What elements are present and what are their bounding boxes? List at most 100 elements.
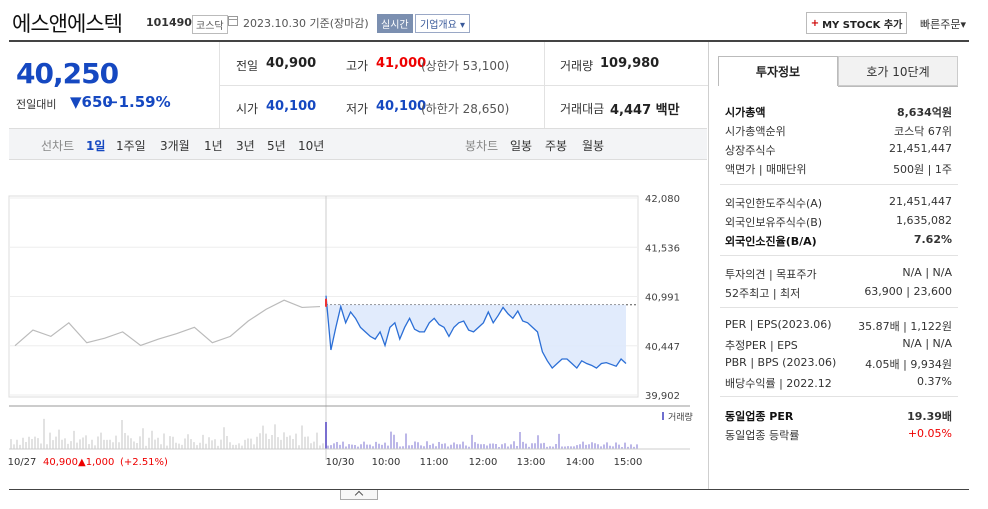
est-per-label: 추정PER | EPS [725,339,798,352]
prev-close-value: 40,900 [43,457,78,468]
industry-rate-value: +0.05% [907,427,952,440]
x-tick-label: 14:00 [566,457,595,468]
upper-limit: (상한가 53,100) [421,59,510,73]
date-text: 2023.10.30 기준(장마감) [243,17,369,30]
shares-label: 상장주식수 [725,144,776,157]
period-bar: 선차트 1일 1주일 3개월 1년 3년 5년 10년 봉차트 일봉 주봉 월봉 [9,128,707,160]
mystock-add-button[interactable]: + MY STOCK 추가 [806,12,907,34]
market-badge: 코스닥 [192,15,228,34]
collapse-button[interactable] [340,490,378,500]
diff-percent: −1.59% [106,93,171,111]
panel-divider [720,396,958,397]
y-tick-label: 41,536 [645,243,680,254]
quick-order-label: 빠른주문 [920,18,961,31]
period-3m[interactable]: 3개월 [160,139,190,153]
shares-value: 21,451,447 [889,142,952,155]
x-tick-label: 11:00 [420,457,449,468]
company-info-button[interactable]: 기업개요 ▾ [415,14,471,33]
per-value: 35.87배 | 1,122원 [858,320,952,333]
est-per-value: N/A | N/A [902,337,952,350]
top-divider [9,40,969,42]
lower-limit: (하한가 28,650) [421,102,510,116]
industry-rate-label: 동일업종 등락률 [725,429,800,442]
foreign-limit-label: 외국인한도주식수(A) [725,197,823,210]
x-tick-label: 10/30 [326,457,355,468]
volume-legend: 거래량 [668,411,693,423]
panel-divider [720,307,958,308]
y-tick-label: 40,447 [645,342,680,353]
open-value: 40,100 [266,99,317,114]
down-arrow-icon: ▼ [70,93,82,111]
candle-chart-label: 봉차트 [465,139,499,153]
stock-name: 에스앤에스텍 [12,12,123,36]
candle-monthly[interactable]: 월봉 [582,139,605,153]
prev-change-value: ▲1,000 [78,457,114,468]
volume-value: 109,980 [600,56,660,71]
tab-invest-info[interactable]: 투자정보 [718,56,838,86]
industry-per-value: 19.39배 [907,410,952,423]
cap-label: 시가총액 [725,106,766,119]
panel-divider [708,42,709,489]
candle-weekly[interactable]: 주봉 [545,139,568,153]
diff-label: 전일대비 [16,98,57,111]
realtime-button[interactable]: 실시간 [377,14,413,33]
industry-per-label: 동일업종 PER [725,410,794,423]
prev-value: 40,900 [266,56,317,71]
high-value: 41,000 [376,56,427,71]
cap-value: 8,634억원 [896,106,952,119]
x-tick-label: 13:00 [517,457,546,468]
pbr-value: 4.05배 | 9,934원 [865,358,952,371]
today-area [326,295,626,369]
prev-label: 전일 [236,59,259,73]
opinion-value: N/A | N/A [902,266,952,279]
candle-daily[interactable]: 일봉 [510,139,533,153]
low-label: 저가 [346,102,369,116]
x-tick-label: 10:00 [372,457,401,468]
amount-value: 4,447 백만 [610,103,680,118]
period-10y[interactable]: 10년 [298,139,325,153]
stock-code: 101490 [146,16,192,29]
chevron-down-icon: ▾ [460,20,466,31]
low-value: 40,100 [376,99,427,114]
period-1w[interactable]: 1주일 [116,139,146,153]
period-1y[interactable]: 1년 [204,139,223,153]
period-1d[interactable]: 1일 [86,139,106,153]
open-label: 시가 [236,102,259,116]
panel-divider [720,255,958,256]
prev-change-pct: (+2.51%) [120,457,168,468]
plus-icon: + [810,17,820,29]
calendar-icon [228,16,238,26]
period-3y[interactable]: 3년 [236,139,255,153]
volume-label: 거래량 [560,59,594,73]
prev-day-line [14,299,321,347]
divider [219,85,709,86]
tab-order-book[interactable]: 호가 10단계 [838,56,958,86]
mystock-label: MY STOCK 추가 [822,19,903,31]
y-tick-label: 39,902 [645,391,680,402]
cap-rank-label: 시가총액순위 [725,125,786,138]
current-price: 40,250 [16,57,119,90]
dividend-value: 0.37% [917,375,952,388]
price-chart[interactable]: 42,080 41,536 40,991 40,447 39,902 거래량 10/27 10… [0,160,708,470]
y-tick-label: 42,080 [645,194,680,205]
high-label: 고가 [346,59,369,73]
diff-value: ▼650 [70,93,113,111]
quick-order-button[interactable]: 빠른주문▾ [920,16,966,32]
pbr-label: PBR | BPS (2023.06) [725,356,837,369]
today-line [325,295,627,370]
foreign-limit-value: 21,451,447 [889,195,952,208]
foreign-hold-label: 외국인보유주식수(B) [725,216,823,229]
amount-label: 거래대금 [560,102,605,116]
bottom-divider [9,489,969,490]
period-5y[interactable]: 5년 [267,139,286,153]
opinion-label: 투자의견 | 목표주가 [725,268,817,281]
diff-amount: 650 [81,93,113,111]
foreign-ratio-label: 외국인소진율(B/A) [725,235,817,248]
volume-legend-swatch [662,412,664,420]
foreign-hold-value: 1,635,082 [896,214,952,227]
company-info-label: 기업개요 [420,20,457,31]
x-tick-label: 12:00 [469,457,498,468]
cap-rank-value: 코스닥 67위 [894,125,952,138]
face-value-value: 500원 | 1주 [893,163,952,176]
panel-divider [720,184,958,185]
